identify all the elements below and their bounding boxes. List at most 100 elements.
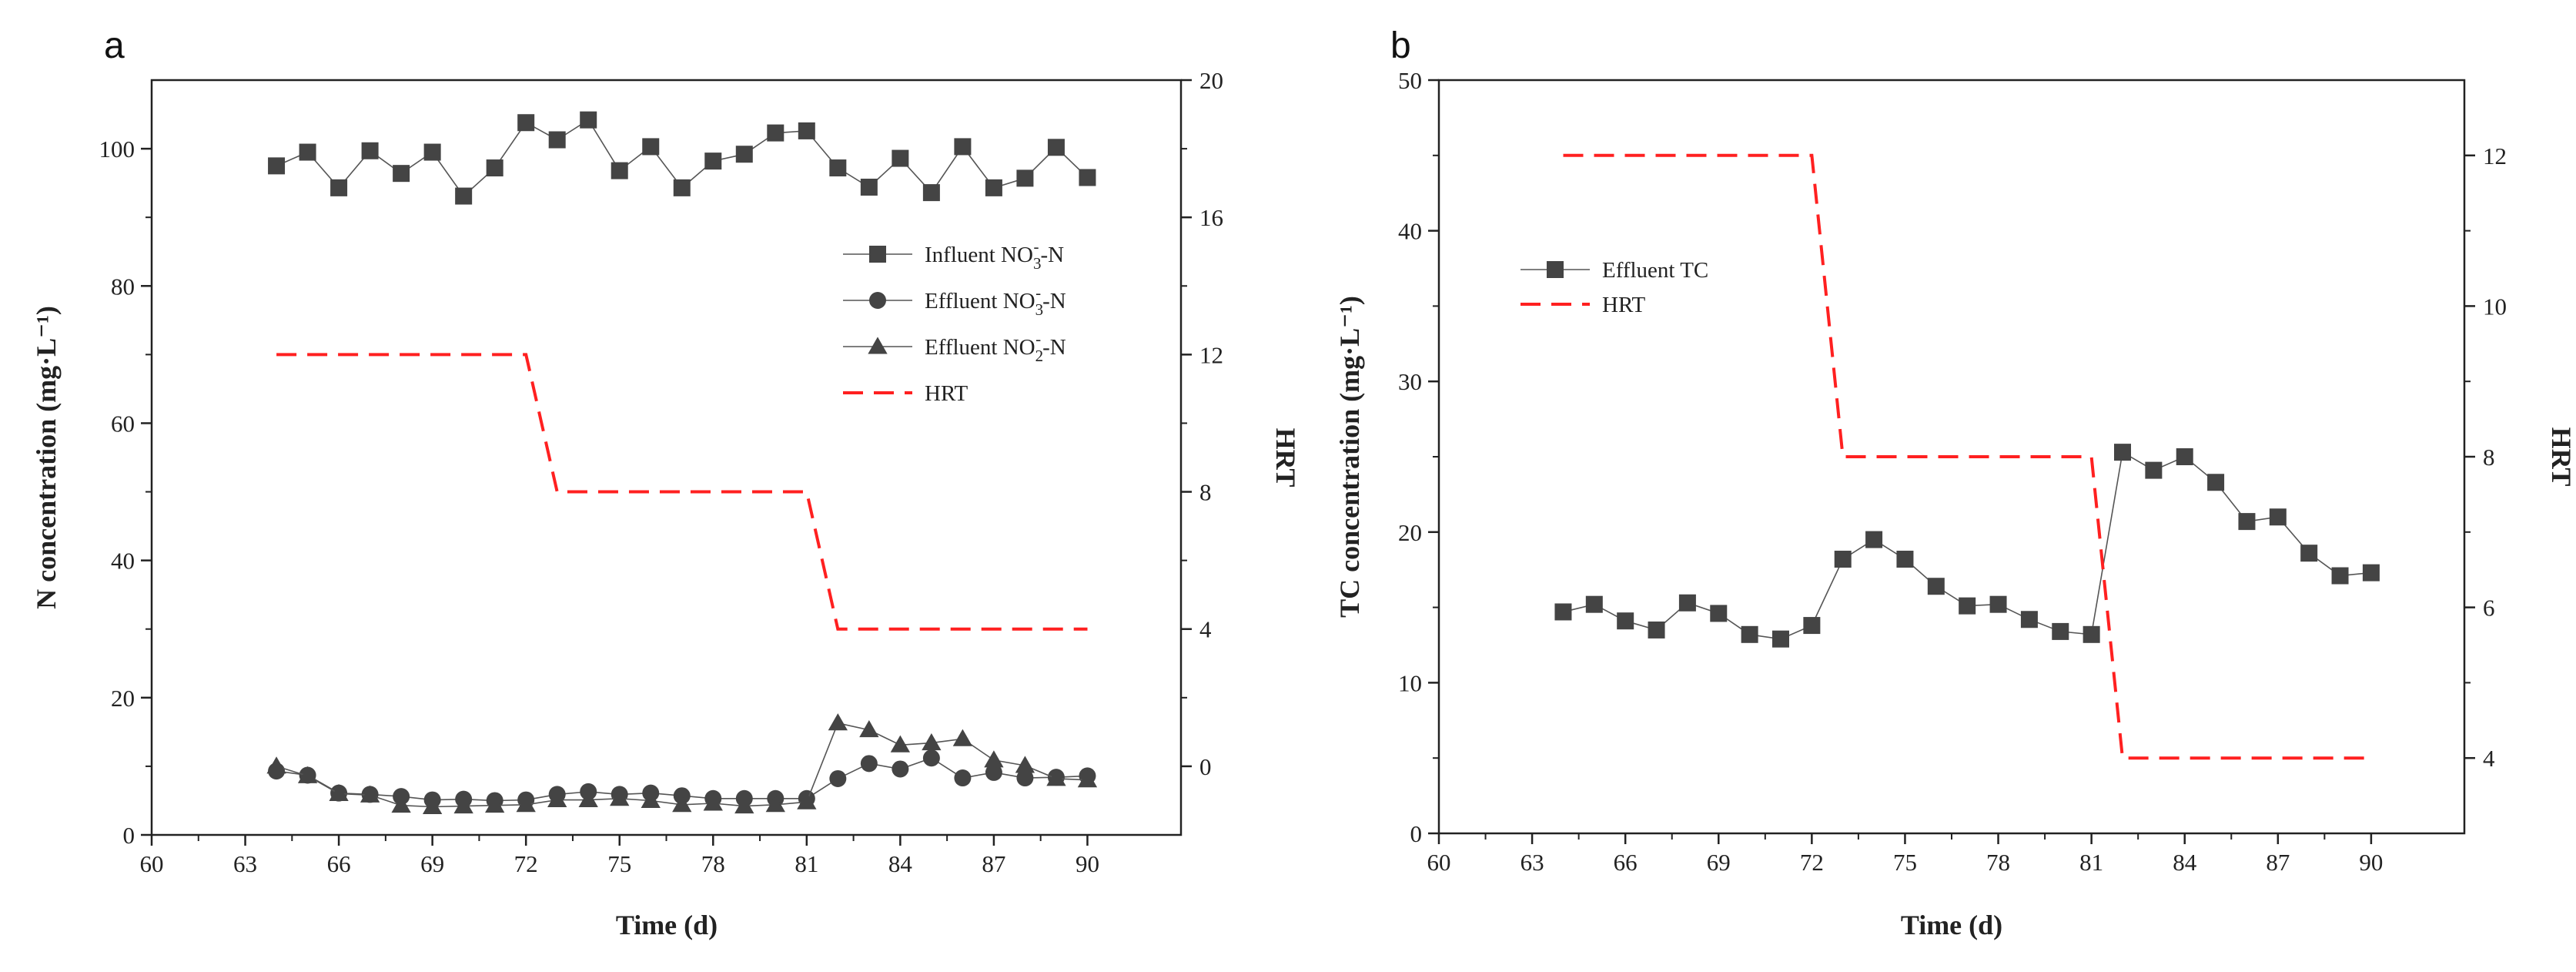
- panel-a-legend: Influent NO3--N Effluent NO3--N Effluent N…: [843, 237, 1066, 406]
- data-point: [673, 179, 691, 196]
- panel-a-letter: a: [104, 25, 125, 66]
- data-point: [1896, 551, 1914, 568]
- data-point: [922, 749, 940, 767]
- data-point: [485, 796, 505, 813]
- series-influent-no3-n: [268, 111, 1096, 205]
- x-tick-label: 87: [2266, 849, 2290, 876]
- data-point: [297, 766, 318, 783]
- legend-swatch-marker: [869, 292, 886, 309]
- data-point: [798, 122, 815, 139]
- panel-a-left-y-axis: 0 20 40 60 80 100: [99, 136, 152, 849]
- left-y-tick-label: 0: [1410, 820, 1423, 847]
- legend-label: HRT: [925, 381, 969, 406]
- data-point: [704, 153, 722, 170]
- left-y-tick-label: 40: [1398, 218, 1422, 245]
- data-point: [828, 713, 848, 731]
- data-point: [2145, 461, 2163, 479]
- data-point: [922, 184, 940, 202]
- data-point: [455, 187, 473, 205]
- data-point: [268, 157, 286, 175]
- data-point: [703, 793, 723, 811]
- data-point: [578, 789, 598, 808]
- data-point: [422, 796, 443, 814]
- x-tick-label: 90: [2359, 849, 2383, 876]
- data-point: [922, 732, 942, 751]
- data-point: [985, 763, 1002, 781]
- right-y-tick-label: 16: [1199, 204, 1223, 231]
- data-point: [2083, 625, 2100, 643]
- left-y-tick-label: 10: [1398, 669, 1422, 696]
- data-point: [2300, 545, 2318, 562]
- left-y-tick-label: 80: [111, 273, 135, 300]
- data-point: [1016, 769, 1034, 787]
- left-y-tick-label: 60: [111, 410, 135, 437]
- panel-a-x-axis-title: Time (d): [616, 910, 718, 940]
- x-tick-label: 72: [1800, 849, 1824, 876]
- panel-b-x-axis: 60 63 66 69 72 75 78 81 84 87 90: [1427, 833, 2383, 876]
- data-point: [1585, 595, 1603, 613]
- data-point: [954, 138, 972, 156]
- legend-item: Effluent NO3--N: [843, 283, 1066, 319]
- data-point: [1077, 770, 1098, 788]
- x-tick-label: 84: [888, 850, 913, 877]
- legend-item: Effluent NO2--N: [843, 330, 1066, 365]
- panel-a-plot-frame: [150, 79, 1183, 836]
- x-tick-label: 72: [514, 850, 538, 877]
- legend-item: HRT: [843, 381, 969, 406]
- panel-b-left-y-axis: 0 10 20 30 40 50: [1398, 67, 1439, 847]
- data-point: [1772, 630, 1789, 648]
- panel-a-left-y-axis-title: N concentration (mg·L⁻¹): [31, 306, 62, 609]
- x-tick-label: 60: [1427, 849, 1451, 876]
- data-point: [1554, 603, 1572, 621]
- x-tick-label: 75: [1893, 849, 1917, 876]
- data-point: [1927, 578, 1945, 595]
- data-point: [672, 795, 692, 813]
- x-tick-label: 63: [1521, 849, 1544, 876]
- data-point: [1016, 169, 1034, 187]
- x-tick-label: 90: [1076, 850, 1099, 877]
- legend-item: Influent NO3--N: [843, 237, 1064, 273]
- data-point: [890, 735, 911, 752]
- data-point: [1989, 595, 2007, 613]
- data-point: [1079, 169, 1096, 186]
- data-point: [767, 124, 785, 142]
- series-effluent-tc: [1554, 444, 2380, 648]
- x-tick-label: 87: [982, 850, 1005, 877]
- data-point: [829, 159, 847, 177]
- panel-b: b 60 63 66 69 72 75 78 81 84 87 90 0 10 20 30 40 50 4 6 8…: [1334, 25, 2576, 940]
- x-tick-label: 81: [2079, 849, 2103, 876]
- data-point: [829, 769, 847, 787]
- data-point: [892, 149, 909, 167]
- right-y-tick-label: 6: [2483, 595, 2495, 622]
- panel-a: a 60 63 66 69 72 75 78 81 84 87 90 0 20 40 60 80 100 0 4…: [31, 25, 1301, 940]
- data-point: [453, 796, 473, 814]
- data-point: [2331, 567, 2349, 585]
- data-point: [2269, 508, 2287, 526]
- data-point: [1678, 594, 1696, 612]
- data-point: [361, 142, 379, 159]
- x-tick-label: 84: [2173, 849, 2197, 876]
- data-point: [860, 755, 878, 773]
- data-point: [330, 179, 348, 196]
- data-point: [2052, 622, 2069, 640]
- data-point: [360, 785, 380, 803]
- x-tick-label: 66: [327, 850, 351, 877]
- left-y-tick-label: 40: [111, 548, 135, 575]
- data-point: [1834, 551, 1852, 568]
- data-point: [860, 178, 878, 196]
- legend-label: Influent NO3--N: [925, 237, 1064, 273]
- data-point: [985, 179, 1002, 196]
- data-point: [2362, 564, 2380, 582]
- data-point: [2114, 444, 2131, 461]
- right-y-tick-label: 8: [2483, 444, 2495, 471]
- data-point: [797, 792, 817, 809]
- left-y-tick-label: 50: [1398, 67, 1422, 94]
- data-point: [391, 796, 411, 813]
- panel-a-right-y-axis-title: HRT: [1270, 428, 1301, 488]
- legend-item: HRT: [1521, 293, 1646, 317]
- data-point: [2176, 448, 2193, 465]
- panel-a-series: [266, 111, 1098, 814]
- panel-a-x-axis: 60 63 66 69 72 75 78 81 84 87 90: [140, 835, 1099, 877]
- data-point: [1710, 605, 1728, 622]
- panel-b-right-y-axis: 4 6 8 10 12: [2464, 142, 2507, 772]
